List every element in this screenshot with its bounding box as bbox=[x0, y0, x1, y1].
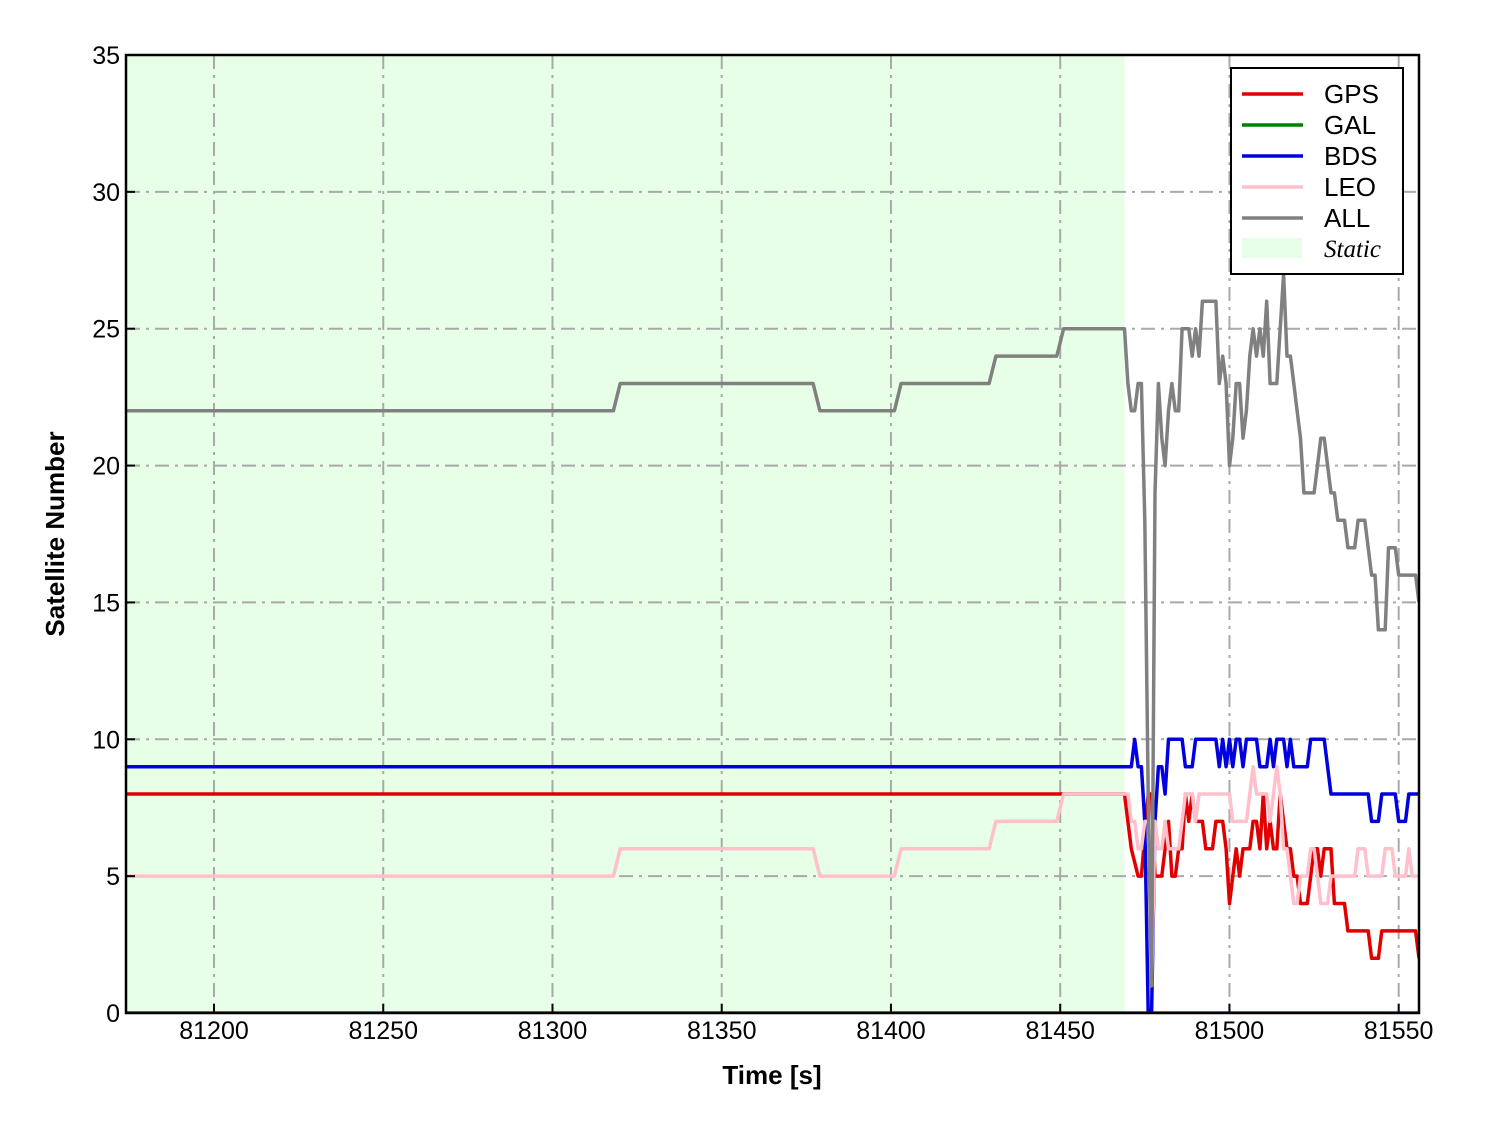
y-tick-label: 0 bbox=[106, 1000, 120, 1028]
y-tick-label: 35 bbox=[92, 42, 120, 70]
series-line-all bbox=[126, 272, 1419, 988]
x-tick-label: 81550 bbox=[1364, 1017, 1434, 1045]
axis-ticks: 81200 81250 81300 81350 81400 81450 81500 81550… bbox=[92, 42, 1433, 1045]
x-tick-label: 81250 bbox=[348, 1017, 418, 1045]
series-layer bbox=[126, 272, 1419, 1013]
x-tick-label: 81300 bbox=[518, 1017, 588, 1045]
x-axis-title: Time [s] bbox=[722, 1060, 821, 1090]
y-tick-label: 10 bbox=[92, 726, 120, 754]
legend-label-static: Static bbox=[1324, 236, 1381, 263]
y-axis-title: Satellite Number bbox=[40, 431, 70, 636]
series-line-leo bbox=[126, 764, 1419, 988]
plot-frame bbox=[124, 53, 1421, 1015]
y-tick-label: 20 bbox=[92, 453, 120, 481]
y-tick-label: 15 bbox=[92, 589, 120, 617]
legend-label-all: ALL bbox=[1324, 203, 1370, 233]
y-tick-label: 30 bbox=[92, 179, 120, 207]
series-line-bds bbox=[126, 737, 1419, 1013]
legend-label-leo: LEO bbox=[1324, 172, 1376, 202]
legend-label-bds: BDS bbox=[1324, 141, 1377, 171]
legend-label-gal: GAL bbox=[1324, 110, 1376, 140]
x-tick-label: 81350 bbox=[687, 1017, 757, 1045]
x-tick-label: 81450 bbox=[1025, 1017, 1095, 1045]
y-tick-label: 25 bbox=[92, 316, 120, 344]
x-tick-label: 81400 bbox=[856, 1017, 926, 1045]
x-tick-label: 81500 bbox=[1195, 1017, 1265, 1045]
grid-lines bbox=[126, 55, 1419, 1013]
x-tick-label: 81200 bbox=[179, 1017, 249, 1045]
legend-label-gps: GPS bbox=[1324, 79, 1379, 109]
y-tick-label: 5 bbox=[106, 863, 120, 891]
static-shaded-region bbox=[126, 55, 1125, 1013]
legend-swatch-static bbox=[1242, 238, 1302, 258]
